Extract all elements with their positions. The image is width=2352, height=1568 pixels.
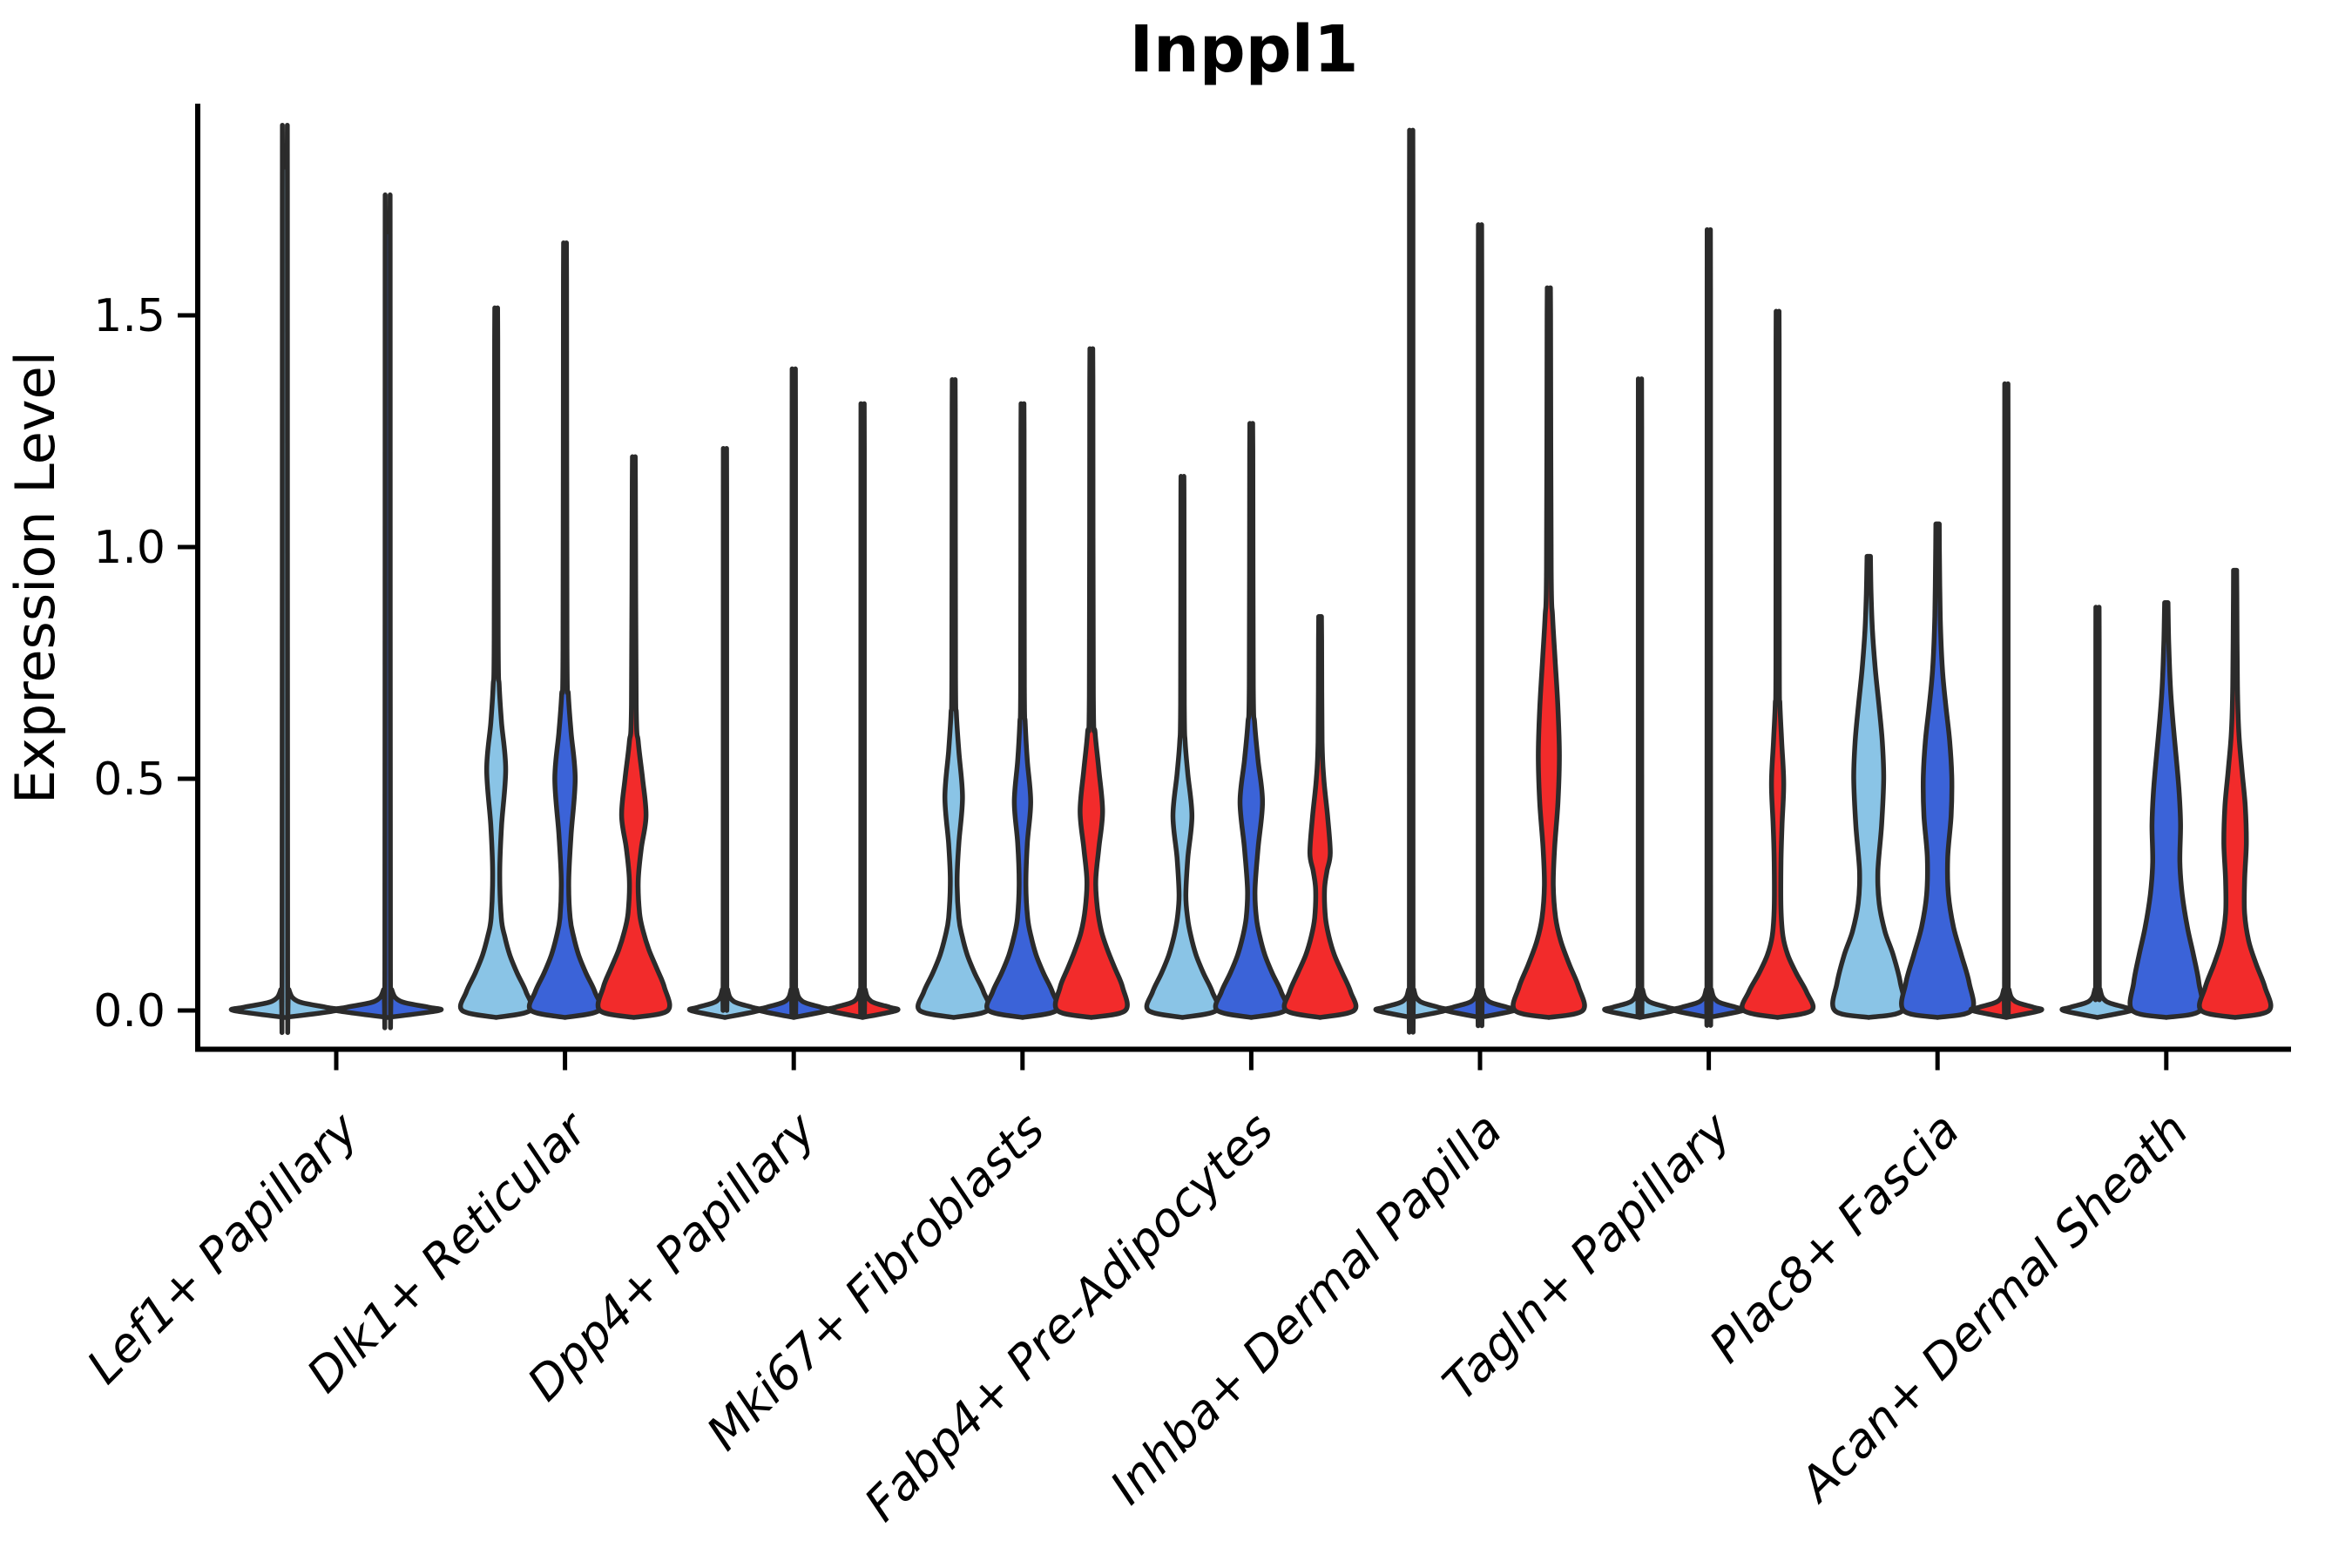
violin-dpp4-dark_blue bbox=[755, 366, 832, 1020]
violin-tagln-dark_blue bbox=[1671, 226, 1747, 1028]
x-tick-label: Fabp4+ Pre-Adipocytes bbox=[854, 1102, 1283, 1531]
violin-fabp4-dark_blue bbox=[1213, 421, 1290, 1020]
y-tick-label: 1.5 bbox=[93, 290, 166, 342]
chart-title: Inppl1 bbox=[1129, 12, 1358, 87]
violin-tagln-red bbox=[1740, 308, 1816, 1020]
violin-dpp4-red bbox=[824, 401, 901, 1020]
y-tick-label: 0.5 bbox=[93, 754, 166, 806]
x-tick-label: Inhba+ Dermal Papilla bbox=[1099, 1102, 1512, 1515]
violin-acan-light_blue bbox=[2059, 605, 2136, 1020]
violin-lef1-dark_blue bbox=[331, 193, 444, 1031]
y-tick-label: 0.0 bbox=[93, 985, 166, 1037]
violin-acan-red bbox=[2197, 567, 2274, 1020]
violin-plac8-dark_blue bbox=[1899, 521, 1977, 1020]
violin-plac8-light_blue bbox=[1830, 553, 1908, 1020]
violin-mki67-light_blue bbox=[916, 377, 992, 1020]
violin-fabp4-light_blue bbox=[1144, 474, 1221, 1020]
y-axis-label: Expression Level bbox=[3, 351, 67, 804]
violin-acan-dark_blue bbox=[2127, 600, 2206, 1020]
violin-tagln-light_blue bbox=[1602, 376, 1679, 1020]
x-tick-label: Acan+ Dermal Sheath bbox=[1788, 1102, 2199, 1513]
violin-lef1-light_blue bbox=[228, 123, 341, 1035]
violin-mki67-red bbox=[1052, 346, 1130, 1020]
violin-inhba-red bbox=[1511, 285, 1587, 1020]
violin-dpp4-light_blue bbox=[686, 446, 763, 1020]
violins-layer bbox=[228, 123, 2274, 1035]
violin-mki67-dark_blue bbox=[984, 401, 1061, 1020]
violin-inhba-dark_blue bbox=[1442, 222, 1518, 1029]
violin-dlk1-dark_blue bbox=[526, 240, 604, 1020]
violin-plac8-red bbox=[1968, 381, 2044, 1020]
violin-inhba-light_blue bbox=[1373, 127, 1450, 1035]
y-tick-label: 1.0 bbox=[93, 522, 166, 574]
violin-dlk1-red bbox=[595, 454, 672, 1020]
violin-dlk1-light_blue bbox=[457, 305, 535, 1020]
violin-fabp4-red bbox=[1281, 614, 1359, 1020]
